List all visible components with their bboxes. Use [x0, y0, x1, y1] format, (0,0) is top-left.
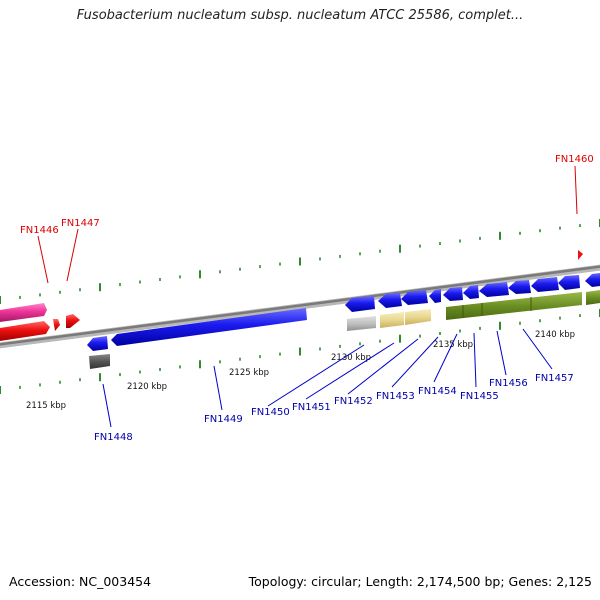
red-gene-arrow-large[interactable]: [0, 321, 50, 341]
dark-gray-block[interactable]: [89, 354, 110, 369]
blue-gene-arrow-fn1448[interactable]: [87, 336, 108, 351]
blue-gene-arrow-fn1451[interactable]: [378, 293, 402, 308]
gene-label-fn1457[interactable]: FN1457: [535, 373, 574, 384]
blue-gene-arrow-fn1457[interactable]: [508, 280, 531, 294]
gene-label-fn1450[interactable]: FN1450: [251, 407, 290, 418]
gene-label-fn1453[interactable]: FN1453: [376, 391, 415, 402]
gene-label-fn1460[interactable]: FN1460: [555, 154, 594, 165]
yellow-block-1[interactable]: [380, 312, 404, 328]
blue-gene-arrow-fn1449[interactable]: [111, 308, 307, 346]
yellow-block-2[interactable]: [405, 309, 431, 325]
red-gene-arrow-fn1460[interactable]: [578, 250, 583, 260]
red-gene-arrow-fn1447[interactable]: [66, 314, 80, 328]
blue-gene-arrow-fn1453[interactable]: [429, 289, 441, 303]
gene-label-fn1452[interactable]: FN1452: [334, 396, 373, 407]
blue-gene-arrow-fn1455[interactable]: [463, 285, 479, 299]
gray-block[interactable]: [347, 316, 376, 331]
gene-label-fn1449[interactable]: FN1449: [204, 414, 243, 425]
blue-gene-arrow-fn1454[interactable]: [443, 287, 463, 301]
scale-label-2115: 2115 kbp: [26, 401, 66, 411]
gene-label-fn1454[interactable]: FN1454: [418, 386, 457, 397]
gene-label-fn1446[interactable]: FN1446: [20, 225, 59, 236]
upper-tick-track: [0, 219, 600, 304]
gene-features: [0, 250, 600, 369]
gene-label-fn1456[interactable]: FN1456: [489, 378, 528, 389]
gene-label-fn1451[interactable]: FN1451: [292, 402, 331, 413]
blue-gene-arrow-7[interactable]: [558, 275, 580, 290]
pink-gene-arrow[interactable]: [0, 303, 47, 322]
gene-label-fn1448[interactable]: FN1448: [94, 432, 133, 443]
blue-gene-arrow-fn1456[interactable]: [479, 282, 509, 297]
map-title: Fusobacterium nucleatum subsp. nucleatum…: [76, 8, 524, 23]
blue-gene-arrow-fn1450[interactable]: [345, 296, 375, 312]
genome-backbone: [0, 264, 600, 349]
scale-label-2135: 2135 kbp: [433, 340, 473, 350]
blue-gene-arrow-8[interactable]: [585, 273, 600, 287]
gene-label-fn1455[interactable]: FN1455: [460, 391, 499, 402]
leader-lines: [37, 165, 578, 428]
scale-label-2120: 2120 kbp: [127, 382, 167, 392]
blue-gene-arrow-6[interactable]: [531, 277, 559, 292]
scale-label-2125: 2125 kbp: [229, 368, 269, 378]
green-block[interactable]: [446, 292, 582, 320]
scale-label-2140: 2140 kbp: [535, 330, 575, 340]
blue-gene-arrow-fn1452[interactable]: [401, 290, 428, 305]
green-block-right[interactable]: [586, 290, 600, 305]
red-gene-arrow-fn1446[interactable]: [53, 319, 60, 331]
topology-text: Topology: circular; Length: 2,174,500 bp…: [248, 574, 592, 589]
gene-label-fn1447[interactable]: FN1447: [61, 218, 100, 229]
lower-tick-track: [0, 309, 600, 394]
scale-label-2130: 2130 kbp: [331, 353, 371, 363]
accession-text: Accession: NC_003454: [9, 574, 152, 589]
